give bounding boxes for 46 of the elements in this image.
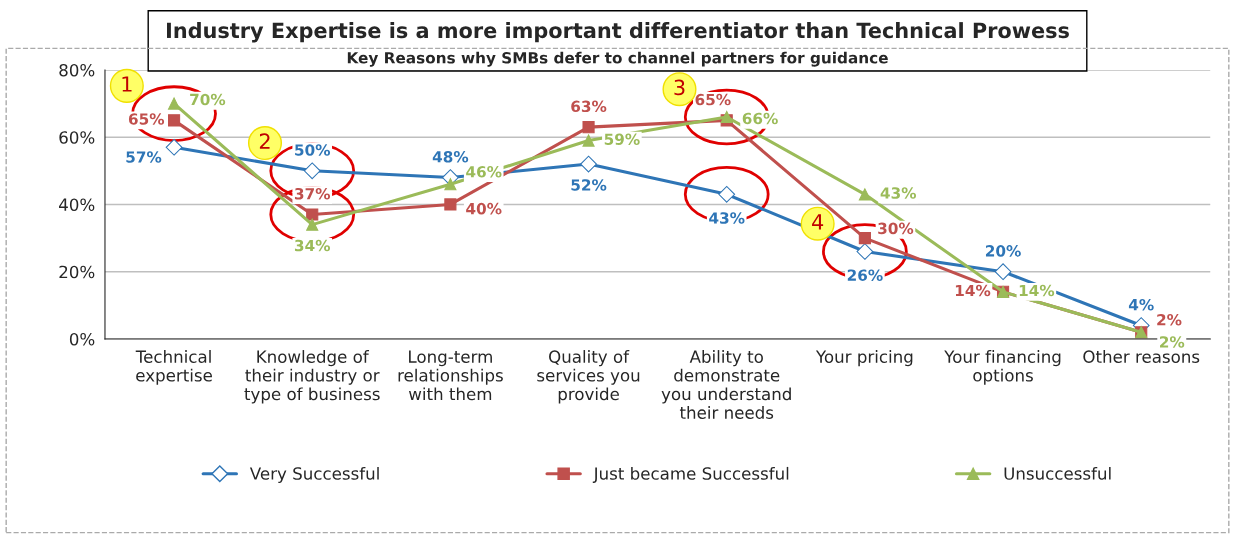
data-label: 70%	[190, 93, 226, 106]
y-tick-label: 40%	[59, 198, 95, 212]
data-label: 4%	[1128, 298, 1154, 311]
y-tick-label: 60%	[59, 131, 95, 144]
x-tick-label: Quality of services you provide	[537, 350, 640, 404]
data-label: 37%	[294, 187, 331, 200]
legend-label: Unsuccessful	[1004, 466, 1111, 480]
data-label: 2%	[1160, 336, 1185, 348]
data-label: 65%	[128, 113, 165, 125]
chart-title: Industry Expertise is a more important differentiator than Technical Prowess	[166, 22, 1069, 43]
data-label: 40%	[466, 202, 502, 215]
data-label: 43%	[709, 212, 745, 224]
data-label: 48%	[432, 150, 469, 163]
x-tick-label: Other reasons	[1083, 350, 1200, 363]
data-label: 46%	[466, 166, 502, 178]
x-tick-label: Knowledge of their industry or type of business	[244, 350, 380, 404]
data-label: 14%	[955, 284, 991, 297]
data-label: 52%	[571, 179, 607, 191]
data-label: 30%	[878, 222, 914, 235]
data-label: 66%	[742, 112, 778, 125]
data-label: 20%	[985, 245, 1021, 257]
x-tick-label: Ability to demonstrate you understand their needs	[661, 350, 791, 419]
data-label: 43%	[880, 187, 917, 199]
y-tick-label: 0%	[69, 332, 95, 346]
x-tick-label: Technical expertise	[135, 350, 212, 385]
annotation: 2	[259, 133, 270, 149]
data-label: 26%	[847, 269, 883, 281]
data-label: 14%	[1019, 284, 1055, 297]
x-tick-label: Long-term relationships with them	[398, 350, 503, 401]
annotation: 4	[812, 214, 824, 230]
data-label: 59%	[604, 133, 640, 145]
annotation: 1	[122, 76, 132, 92]
y-tick-label: 80%	[59, 63, 95, 77]
data-label: 57%	[126, 151, 162, 163]
data-label: 63%	[571, 100, 607, 113]
x-tick-label: Your financing options	[944, 350, 1061, 385]
legend-label: Very Successful	[249, 466, 379, 484]
data-label: 65%	[695, 93, 731, 106]
chart-subtitle: Key Reasons why SMBs defer to channel partners for guidance	[347, 51, 888, 67]
y-tick-label: 20%	[59, 265, 95, 279]
legend-label: Just became Successful	[592, 466, 789, 483]
data-label: 50%	[295, 144, 331, 156]
data-label: 34%	[294, 239, 331, 252]
x-tick-label: Your pricing	[815, 350, 913, 367]
annotation: 3	[674, 79, 685, 96]
data-label: 2%	[1157, 313, 1182, 326]
